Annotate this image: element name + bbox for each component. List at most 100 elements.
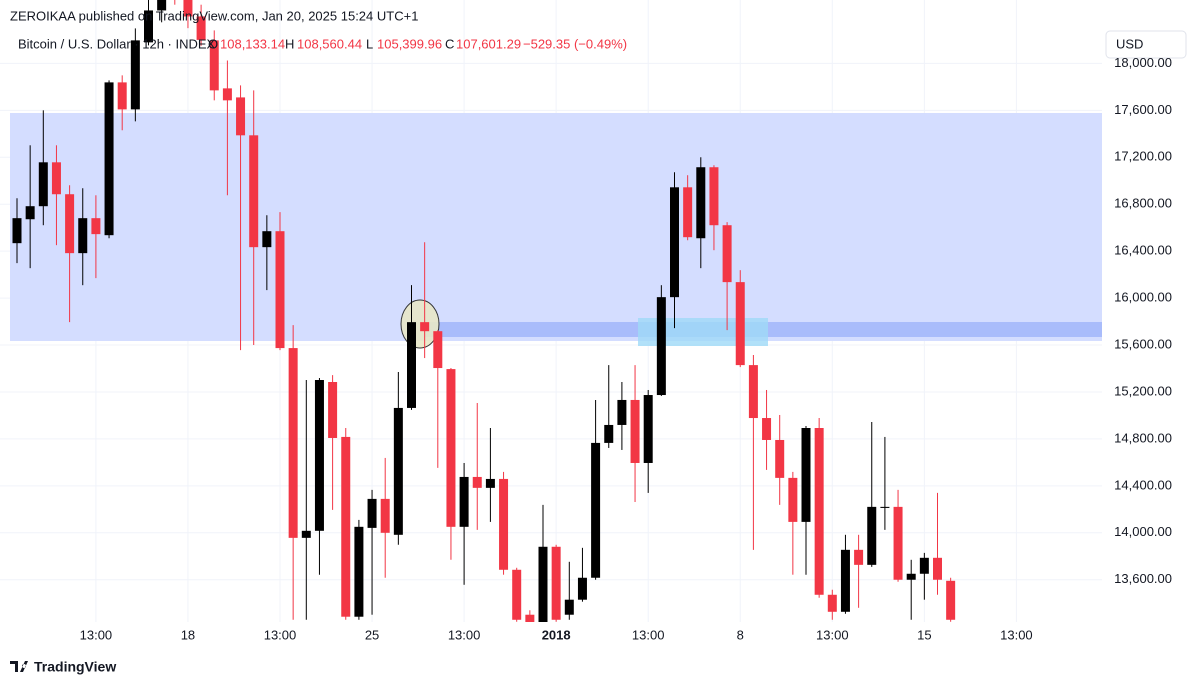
candle-body [880, 506, 890, 508]
brand-logo: TradingView [10, 659, 116, 675]
candle-body [236, 97, 246, 136]
candle-body [433, 331, 443, 369]
candle-body [867, 506, 877, 565]
y-tick-label: 14,000.00 [1114, 524, 1172, 539]
x-tick-label: 18 [181, 627, 195, 642]
publisher: ZEROIKAA published on TradingView.com, J… [10, 8, 418, 23]
x-tick-label: 13:00 [448, 627, 481, 642]
candle-body [933, 557, 942, 580]
y-tick-label: 18,000.00 [1114, 55, 1172, 70]
legend-value: 105,399.96 [377, 36, 442, 51]
candle-body [393, 407, 403, 535]
candle-body [748, 365, 758, 419]
currency-button[interactable] [1105, 30, 1187, 59]
legend-change: −529.35 (−0.49%) [523, 36, 627, 51]
candle-body [420, 322, 430, 332]
currency[interactable]: USD [1116, 36, 1143, 51]
candle-body [25, 206, 35, 220]
candle-body [525, 614, 535, 622]
zone [10, 113, 1102, 341]
candle-body [854, 549, 864, 565]
legend: Bitcoin / U.S. Dollar · 12h · INDEX O 108… [18, 36, 627, 51]
candle-body [775, 439, 785, 478]
candle-body [130, 40, 140, 110]
candle-body [459, 476, 469, 527]
candle-body [788, 477, 798, 522]
candle-body [91, 218, 101, 235]
legend-value: 108,560.44 [297, 36, 362, 51]
brand: TradingView [34, 659, 116, 675]
candle-body [617, 399, 627, 425]
y-tick-label: 14,400.00 [1114, 477, 1172, 492]
candle-body [564, 599, 574, 615]
y-tick-label: 15,600.00 [1114, 336, 1172, 351]
candle-body [814, 428, 824, 595]
legend-key: C [445, 36, 454, 51]
legend-value: 107,601.29 [456, 36, 521, 51]
candle-body [906, 573, 916, 580]
legend-key: H [285, 36, 294, 51]
legend-key: L [366, 36, 373, 51]
candle-body [735, 282, 745, 366]
candle-body [38, 162, 48, 207]
candle-body [78, 218, 88, 254]
candle-body [117, 82, 127, 110]
x-tick-label: 13:00 [816, 627, 849, 642]
y-tick-label: 15,200.00 [1114, 383, 1172, 398]
y-tick-label: 16,400.00 [1114, 243, 1172, 258]
candle-body [222, 88, 232, 101]
candles [12, 0, 956, 622]
candle-body [946, 580, 956, 620]
candle-body [301, 530, 311, 538]
candle-body [696, 167, 706, 239]
y-tick-label: 17,600.00 [1114, 102, 1172, 117]
candle-body [683, 187, 693, 238]
x-tick-label: 13:00 [80, 627, 113, 642]
y-tick-label: 17,200.00 [1114, 149, 1172, 164]
logo-mark [10, 661, 28, 672]
candle-body [538, 546, 548, 622]
drawings [10, 113, 1102, 349]
x-tick-label: 13:00 [632, 627, 665, 642]
candle-body [12, 218, 22, 244]
candle-body [485, 478, 495, 488]
x-tick-label: 13:00 [1000, 627, 1033, 642]
candle-body [827, 594, 837, 612]
candle-body [643, 395, 653, 463]
y-tick-label: 16,800.00 [1114, 196, 1172, 211]
candle-body [577, 577, 587, 600]
candle-body [144, 10, 153, 43]
candle-body [262, 231, 272, 248]
x-tick-label: 15 [917, 627, 931, 642]
candle-body [709, 167, 719, 226]
legend-value: 108,133.14 [220, 36, 285, 51]
candle-body [380, 498, 390, 533]
x-tick-label: 8 [737, 627, 744, 642]
candle-body [551, 546, 561, 620]
candle-body [801, 428, 811, 522]
candle-body [328, 382, 338, 438]
candle-body [762, 418, 772, 440]
candle-body [893, 506, 903, 580]
candle-body [209, 40, 219, 91]
candle-body [157, 0, 167, 11]
candle-body [249, 135, 259, 248]
candle-body [341, 436, 351, 617]
candle-body [512, 569, 522, 620]
candle-body [275, 231, 285, 349]
candle-body [407, 322, 416, 408]
candle-body [722, 225, 732, 283]
candle-body [288, 348, 298, 538]
candle-body [367, 498, 377, 528]
symbol: Bitcoin / U.S. Dollar · 12h · INDEX [18, 36, 216, 51]
candle-body [51, 162, 61, 195]
candle-body [104, 82, 114, 236]
y-tick-label: 16,000.00 [1114, 290, 1172, 305]
candle-body [630, 399, 640, 463]
candle-body [65, 194, 75, 254]
candle-body [840, 549, 850, 612]
candle-body [919, 557, 929, 574]
x-tick-label: 2018 [542, 627, 571, 642]
